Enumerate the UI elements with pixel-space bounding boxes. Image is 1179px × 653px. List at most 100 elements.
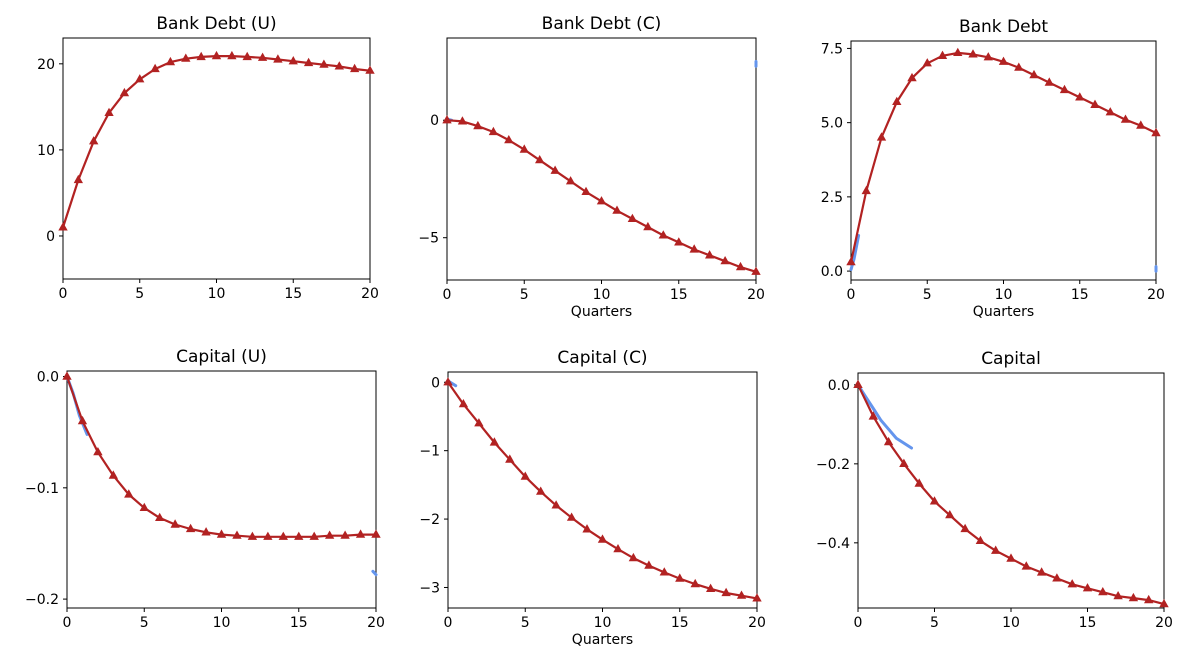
data-point-marker (922, 58, 932, 67)
data-point-marker (1052, 573, 1062, 582)
data-point-marker (232, 530, 242, 539)
data-point-marker (488, 126, 498, 136)
data-point-marker (185, 523, 196, 533)
data-point-marker (62, 371, 72, 380)
x-axis-label: Quarters (973, 304, 1034, 320)
data-point-marker (674, 237, 684, 246)
data-point-marker (706, 583, 716, 592)
data-point-marker (892, 96, 902, 105)
data-point-marker (288, 56, 298, 65)
x-tick-label: 10 (594, 615, 612, 631)
y-tick-label: −2 (419, 512, 440, 528)
data-point-marker (597, 534, 608, 543)
data-point-marker (1159, 598, 1169, 608)
data-point-marker (853, 379, 863, 388)
data-point-marker (1098, 587, 1108, 596)
data-point-marker (1067, 579, 1077, 588)
data-point-marker (474, 418, 484, 427)
data-point-marker (273, 54, 283, 63)
y-tick-label: 2.5 (821, 190, 843, 206)
data-point-marker (165, 56, 176, 66)
x-axis-label: Quarters (571, 304, 632, 320)
data-point-marker (907, 72, 917, 82)
data-point-marker (77, 415, 88, 425)
x-tick-label: 20 (1147, 287, 1165, 303)
data-point-marker (257, 52, 268, 61)
x-tick-label: 20 (748, 615, 766, 631)
data-point-marker (968, 49, 978, 58)
chart-title: Capital (981, 349, 1041, 369)
axes-frame (446, 37, 757, 281)
data-point-marker (278, 531, 288, 540)
data-point-marker (150, 63, 160, 73)
series-line-secondary (856, 383, 913, 450)
data-point-marker (457, 116, 468, 125)
data-point-marker (443, 377, 453, 386)
y-tick-label: 0 (431, 375, 440, 391)
y-tick-label: −0.4 (816, 536, 850, 552)
data-point-marker (1082, 583, 1093, 592)
data-point-marker (519, 144, 529, 153)
data-point-marker (181, 53, 191, 62)
chart-title: Capital (C) (557, 348, 647, 368)
data-point-marker (135, 74, 145, 83)
x-tick-label: 5 (135, 286, 144, 302)
data-point-marker (1075, 92, 1085, 101)
data-point-marker (1044, 77, 1054, 86)
x-tick-label: 5 (520, 287, 529, 303)
data-point-marker (1151, 127, 1161, 137)
y-tick-label: 0.0 (37, 370, 59, 386)
data-point-marker (613, 544, 623, 553)
data-point-marker (690, 578, 700, 588)
data-point-marker (216, 529, 227, 538)
series-line-secondary (849, 234, 861, 272)
data-point-marker (355, 529, 366, 538)
x-tick-label: 0 (444, 615, 453, 631)
data-point-marker (124, 489, 134, 498)
data-point-marker (752, 593, 762, 602)
x-tick-label: 10 (593, 287, 611, 303)
data-point-marker (953, 47, 963, 56)
data-point-marker (960, 523, 970, 533)
x-tick-label: 20 (747, 287, 765, 303)
data-point-marker (155, 512, 165, 521)
y-tick-label: 10 (37, 143, 55, 159)
data-point-marker (846, 257, 856, 266)
chart-title: Bank Debt (959, 17, 1048, 37)
axes-frame (850, 40, 1157, 281)
data-point-marker (566, 512, 577, 521)
data-point-marker (227, 50, 237, 60)
data-point-marker (1136, 120, 1146, 129)
data-point-marker (628, 552, 639, 562)
x-tick-label: 0 (847, 287, 856, 303)
data-point-marker (1090, 99, 1100, 108)
data-point-marker (458, 399, 469, 408)
chart-title: Bank Debt (U) (156, 14, 276, 34)
data-point-marker (1105, 107, 1115, 116)
data-point-marker (170, 519, 180, 528)
data-point-marker (119, 87, 130, 97)
y-tick-label: −3 (419, 580, 440, 596)
data-point-marker (914, 478, 924, 487)
data-point-marker (861, 185, 871, 195)
data-point-marker (1021, 561, 1031, 570)
x-tick-label: 15 (290, 615, 308, 631)
series-line-main (446, 119, 757, 273)
data-point-marker (1144, 594, 1154, 604)
x-axis-label: Quarters (572, 632, 633, 648)
data-point-marker (325, 530, 335, 539)
x-tick-label: 10 (208, 286, 226, 302)
data-point-marker (489, 437, 499, 446)
y-tick-label: −0.1 (25, 481, 59, 497)
x-tick-label: 10 (1002, 615, 1020, 631)
data-point-marker (536, 486, 546, 495)
data-point-marker (1029, 69, 1039, 79)
data-point-marker (551, 500, 561, 509)
data-point-marker (596, 196, 607, 205)
chart-panel-6: Capital 0 5 10 15 20 0.0 −0.2 −0.4 (816, 349, 1173, 631)
data-point-marker (612, 205, 622, 214)
y-tick-label: 7.5 (821, 41, 843, 57)
data-point-marker (365, 65, 375, 74)
data-point-marker (201, 527, 211, 536)
data-point-marker (659, 567, 669, 576)
